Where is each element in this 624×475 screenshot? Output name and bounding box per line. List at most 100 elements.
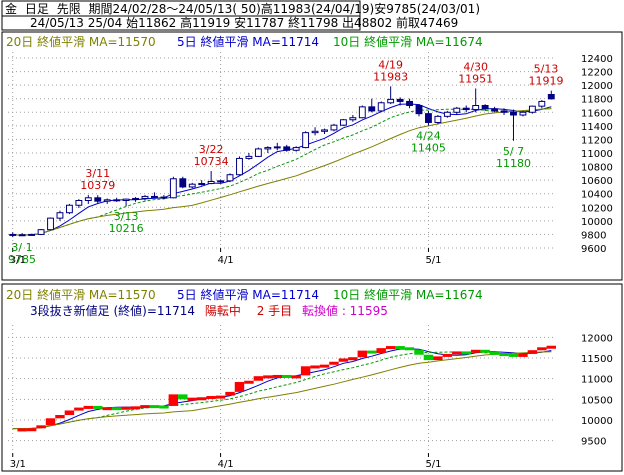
- candle-body: [462, 107, 470, 111]
- header-line-1: 金 日足 先限 期間24/02/28～24/05/13( 50)高11983(2…: [5, 1, 480, 16]
- break-brick: [130, 406, 141, 410]
- break-y-tick-label: 10000: [581, 416, 613, 427]
- price-y-tick-label: 10600: [581, 176, 613, 187]
- low-annotation-date: 3/13: [114, 210, 139, 223]
- break-brick: [537, 347, 547, 351]
- price-y-tick-label: 11600: [581, 108, 613, 119]
- break-brick: [338, 358, 349, 362]
- break-brick: [518, 353, 528, 357]
- high-annotation-date: 4/30: [463, 60, 488, 73]
- candle-body: [547, 94, 555, 100]
- price-grid: [8, 52, 556, 249]
- break-brick: [26, 428, 37, 432]
- candle-body: [311, 130, 319, 134]
- candle-body: [47, 217, 54, 231]
- candle-body: [37, 229, 45, 235]
- price-panel: [1, 31, 623, 281]
- price-y-tick-label: 9800: [581, 230, 606, 241]
- high-annotation-value: 11983: [373, 70, 408, 83]
- high-annotation-value: 11951: [458, 72, 493, 85]
- candle-body: [425, 113, 432, 123]
- break-panel: [1, 283, 623, 472]
- break-grid: [8, 325, 556, 453]
- price-y-tick-label: 9600: [581, 244, 606, 255]
- high-annotation-date: 4/19: [378, 58, 403, 71]
- candle-body: [9, 233, 17, 236]
- candle-body: [65, 204, 73, 214]
- price-y-axis: 9600 9800 10000 10200 10400 10600 10800 11000 11…: [581, 54, 613, 255]
- break-brick: [367, 350, 377, 354]
- candle-body: [56, 212, 64, 219]
- break-brick: [36, 425, 46, 429]
- candles: [9, 86, 555, 238]
- high-annotation-value: 10379: [80, 179, 115, 192]
- candle-body: [188, 183, 196, 188]
- candle-body: [453, 107, 461, 113]
- break-y-tick-label: 11000: [581, 375, 613, 386]
- price-y-tick-label: 10400: [581, 190, 613, 201]
- candle-body: [160, 196, 168, 199]
- candle-body: [207, 181, 215, 185]
- break-brick: [196, 397, 207, 401]
- break-brick: [452, 351, 462, 355]
- legend-ma5-top: 5日 終値平滑 MA=11714: [177, 34, 319, 49]
- candle-body: [472, 105, 480, 111]
- price-y-tick-label: 10800: [581, 163, 613, 174]
- candle-body: [330, 124, 338, 131]
- break-brick: [348, 357, 358, 361]
- candle-body: [321, 129, 328, 132]
- candle-body: [406, 100, 413, 107]
- break-y-tick-label: 10500: [581, 395, 613, 406]
- legend-ma10-bottom: 10日 終値平滑 MA=11674: [333, 287, 483, 302]
- candle-body: [132, 197, 139, 200]
- high-annotation-value: 11919: [529, 75, 564, 88]
- candle-body: [245, 155, 253, 159]
- header-line-2: 24/05/13 25/04 始11862 高11919 安11787 終117…: [30, 15, 458, 30]
- low-annotation-value: 11180: [496, 157, 531, 170]
- candle-body: [179, 178, 187, 188]
- candle-body: [538, 100, 546, 107]
- price-x-tick-label: 4/1: [218, 255, 234, 266]
- candle-body: [283, 146, 291, 151]
- break-moving-averages: [12, 348, 552, 430]
- break-brick: [178, 394, 188, 400]
- price-x-tick-label: 3/1: [10, 255, 26, 266]
- low-annotation-value: 11405: [411, 142, 446, 155]
- break-y-tick-label: 12000: [581, 333, 613, 344]
- candle-body: [254, 148, 262, 157]
- break-brick: [300, 366, 311, 376]
- break-brick: [187, 397, 197, 401]
- candle-body: [226, 174, 234, 182]
- price-ma10-line: [12, 107, 552, 236]
- break-brick: [225, 391, 235, 396]
- break-method: 3段抜き新値足 (終値)=11714: [30, 303, 195, 318]
- candle-body: [510, 111, 517, 116]
- break-brick: [263, 375, 273, 379]
- break-brick: [111, 407, 122, 411]
- break-brick: [282, 374, 292, 378]
- break-info: 3段抜き新値足 (終値)=11714 陽転中 2 手目 転換値 : 11595: [30, 303, 388, 318]
- break-brick: [64, 410, 75, 416]
- candle-body: [113, 199, 121, 202]
- low-annotation-date: 5/ 7: [503, 145, 524, 158]
- break-y-tick-label: 9500: [581, 437, 606, 448]
- break-brick: [499, 353, 509, 357]
- price-y-tick-label: 12400: [581, 54, 613, 65]
- break-brick: [102, 407, 112, 411]
- break-x-tick-label: 4/1: [218, 459, 234, 470]
- legend-ma20-top: 20日 終値平滑 MA=11570: [6, 34, 156, 49]
- candle-body: [358, 106, 366, 119]
- price-y-tick-label: 11800: [581, 95, 613, 106]
- header-contract: 先限: [57, 2, 81, 16]
- break-bricks: [17, 345, 556, 432]
- header-symbol: 金: [5, 1, 17, 16]
- price-ma20-line: [12, 108, 552, 236]
- candle-body: [94, 197, 102, 202]
- break-brick: [329, 361, 339, 365]
- candle-body: [481, 105, 489, 110]
- candle-body: [387, 98, 395, 104]
- high-annotation-date: 3/11: [85, 167, 110, 180]
- candle-body: [519, 111, 527, 116]
- candle-body: [339, 119, 347, 126]
